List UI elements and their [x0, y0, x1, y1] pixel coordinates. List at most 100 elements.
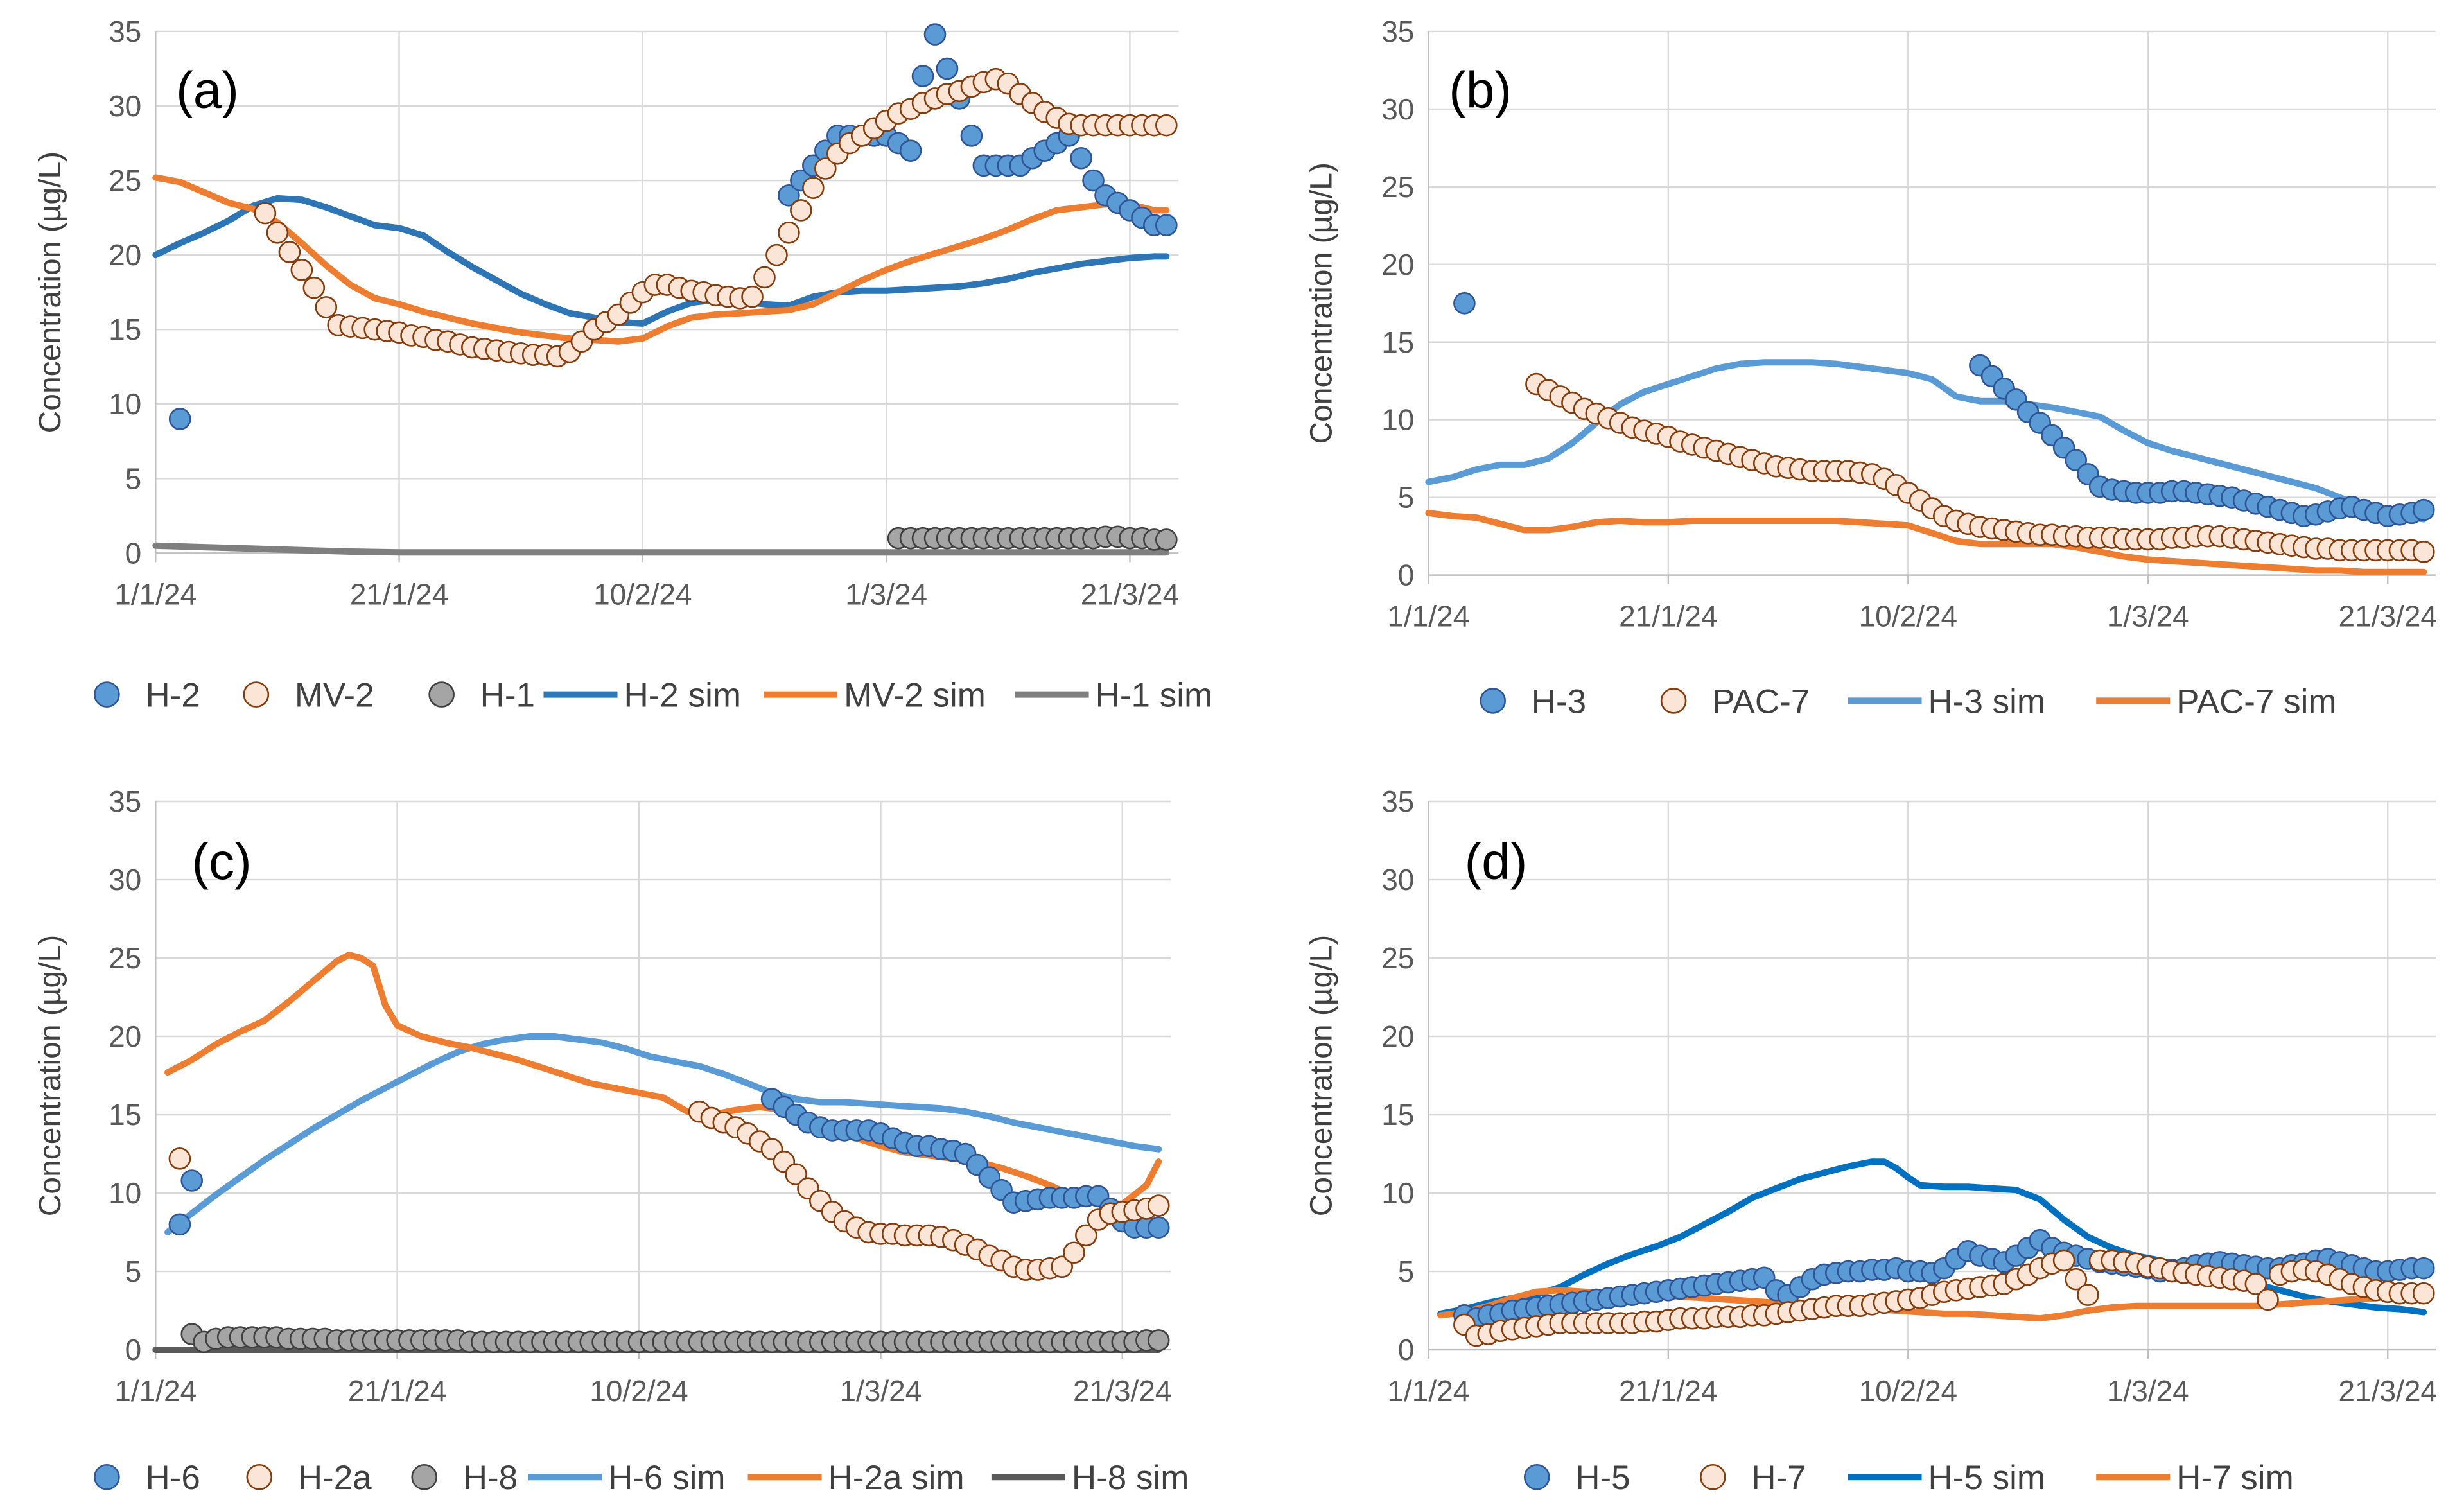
point-h-2 [1082, 169, 1105, 192]
x-tick-label: 21/3/24 [2339, 1374, 2437, 1408]
legend-swatch-marker [94, 681, 120, 708]
y-tick-label: 30 [109, 863, 141, 896]
point-h-5 [2412, 1257, 2435, 1280]
legend-label: MV-2 sim [844, 677, 986, 715]
y-tick-label: 20 [1381, 1020, 1414, 1053]
legend-item-mv-2-sim: MV-2 sim [764, 677, 986, 715]
x-tick-label: 21/3/24 [2339, 600, 2437, 633]
point-mv-2 [741, 285, 764, 308]
point-mv-2 [802, 177, 825, 199]
point-h-7 [2257, 1288, 2279, 1311]
series-pac-7-sim [1425, 509, 2427, 575]
x-tick-label: 21/1/24 [1619, 1374, 1717, 1408]
point-h-2 [899, 139, 922, 162]
y-tick-label: 35 [109, 785, 141, 818]
legend-item-h-1-sim: H-1 sim [1015, 677, 1212, 715]
y-tick-label: 15 [109, 1098, 141, 1131]
panel-label: (b) [1449, 61, 1512, 118]
y-tick-label: 30 [109, 89, 141, 123]
point-mv-2 [790, 199, 812, 222]
legend-item-h-5: H-5 [1523, 1459, 1630, 1497]
legend-swatch-marker [1700, 1463, 1726, 1490]
x-tick-label: 10/2/24 [590, 1374, 688, 1408]
x-tick-label: 1/1/24 [1387, 1374, 1469, 1408]
y-tick-label: 0 [1398, 559, 1415, 592]
y-tick-label: 0 [125, 1333, 142, 1366]
point-h-2a [1051, 1255, 1073, 1278]
point-mv-2 [765, 243, 788, 266]
legend-item-h-3-sim: H-3 sim [1848, 683, 2045, 720]
y-axis-label: Concentration (µg/L) [1305, 935, 1339, 1217]
legend-label: H-6 sim [608, 1459, 726, 1497]
point-h-6 [1147, 1216, 1170, 1239]
legend-item-mv-2: MV-2 [243, 677, 374, 715]
point-h-1 [1155, 528, 1178, 551]
legend-item-h-2: H-2 [94, 677, 200, 715]
legend-item-h-2a-sim: H-2a sim [747, 1459, 965, 1497]
legend-item-h-1: H-1 [428, 677, 535, 715]
y-tick-label: 0 [1398, 1333, 1415, 1366]
legend-label: H-6 [145, 1459, 200, 1497]
y-tick-label: 25 [1381, 170, 1414, 204]
line-h-2-sim [152, 195, 1170, 327]
line-h-1-sim [152, 542, 1170, 556]
point-h-6 [168, 1213, 191, 1236]
x-tick-label: 1/3/24 [2107, 600, 2189, 633]
legend-label: H-7 [1751, 1459, 1806, 1497]
panel-label: (d) [1465, 833, 1528, 890]
legend-item-h-2a: H-2a [246, 1459, 372, 1497]
legend-swatch-marker [1480, 688, 1507, 714]
point-h-2 [1070, 146, 1092, 170]
y-tick-label: 35 [109, 15, 141, 48]
y-tick-label: 10 [1381, 403, 1414, 437]
legend-label: H-5 [1575, 1459, 1630, 1497]
y-tick-label: 20 [109, 238, 141, 272]
legend-swatch-marker [1660, 688, 1687, 714]
point-h-3 [2412, 498, 2435, 521]
legend-swatch-marker [411, 1463, 438, 1490]
legend-swatch-marker [1523, 1463, 1550, 1490]
point-h-8 [1147, 1329, 1170, 1352]
legend-swatch-marker [243, 681, 270, 708]
point-mv-2 [814, 157, 837, 180]
series-h-2-sim [152, 195, 1170, 327]
y-tick-label: 10 [109, 1176, 141, 1210]
point-mv-2 [290, 259, 313, 281]
panel-d-chart: 0 5 10 15 20 25 30 35 1/1/24 21/1/24 10/2/24 1/3/24… [1305, 785, 2437, 1497]
series-mv-2 [254, 67, 1178, 368]
series-h-6-sim [164, 1033, 1162, 1235]
legend-item-h-3: H-3 [1480, 683, 1586, 720]
point-h-2 [960, 125, 983, 147]
y-axis-label: Concentration (µg/L) [1305, 162, 1339, 444]
series-h-3 [1453, 292, 2435, 528]
series-h-1-sim [152, 542, 1170, 556]
point-mv-2 [778, 222, 800, 244]
point-h-2 [778, 184, 800, 207]
legend-label: PAC-7 [1712, 683, 1810, 720]
y-tick-label: 30 [1381, 863, 1414, 896]
y-tick-label: 5 [1398, 1255, 1415, 1288]
point-h-2 [1155, 214, 1178, 236]
y-axis-label: Concentration (µg/L) [33, 152, 67, 433]
y-tick-label: 35 [1381, 785, 1414, 818]
legend-label: H-8 [463, 1459, 518, 1497]
y-tick-label: 30 [1381, 92, 1414, 126]
point-h-2a [785, 1163, 807, 1186]
legend-label: H-7 sim [2176, 1459, 2294, 1497]
legend-item-h-5-sim: H-5 sim [1848, 1459, 2046, 1497]
line-mv-2-sim [152, 174, 1170, 345]
panel-label: (a) [176, 61, 239, 118]
legend-label: H-5 sim [1928, 1459, 2046, 1497]
legend-item-h-7: H-7 [1700, 1459, 1806, 1497]
y-tick-label: 20 [1381, 248, 1414, 281]
y-tick-label: 0 [125, 536, 142, 570]
series-h-7 [1453, 1249, 2435, 1347]
point-h-7 [2077, 1284, 2099, 1306]
point-h-2a [1147, 1194, 1170, 1217]
legend-item-pac-7: PAC-7 [1660, 683, 1810, 720]
y-tick-label: 10 [1381, 1176, 1414, 1210]
x-tick-label: 21/1/24 [1619, 600, 1717, 633]
series-pac-7 [1525, 372, 2435, 563]
y-tick-label: 35 [1381, 15, 1414, 48]
point-h-7 [2065, 1268, 2088, 1291]
